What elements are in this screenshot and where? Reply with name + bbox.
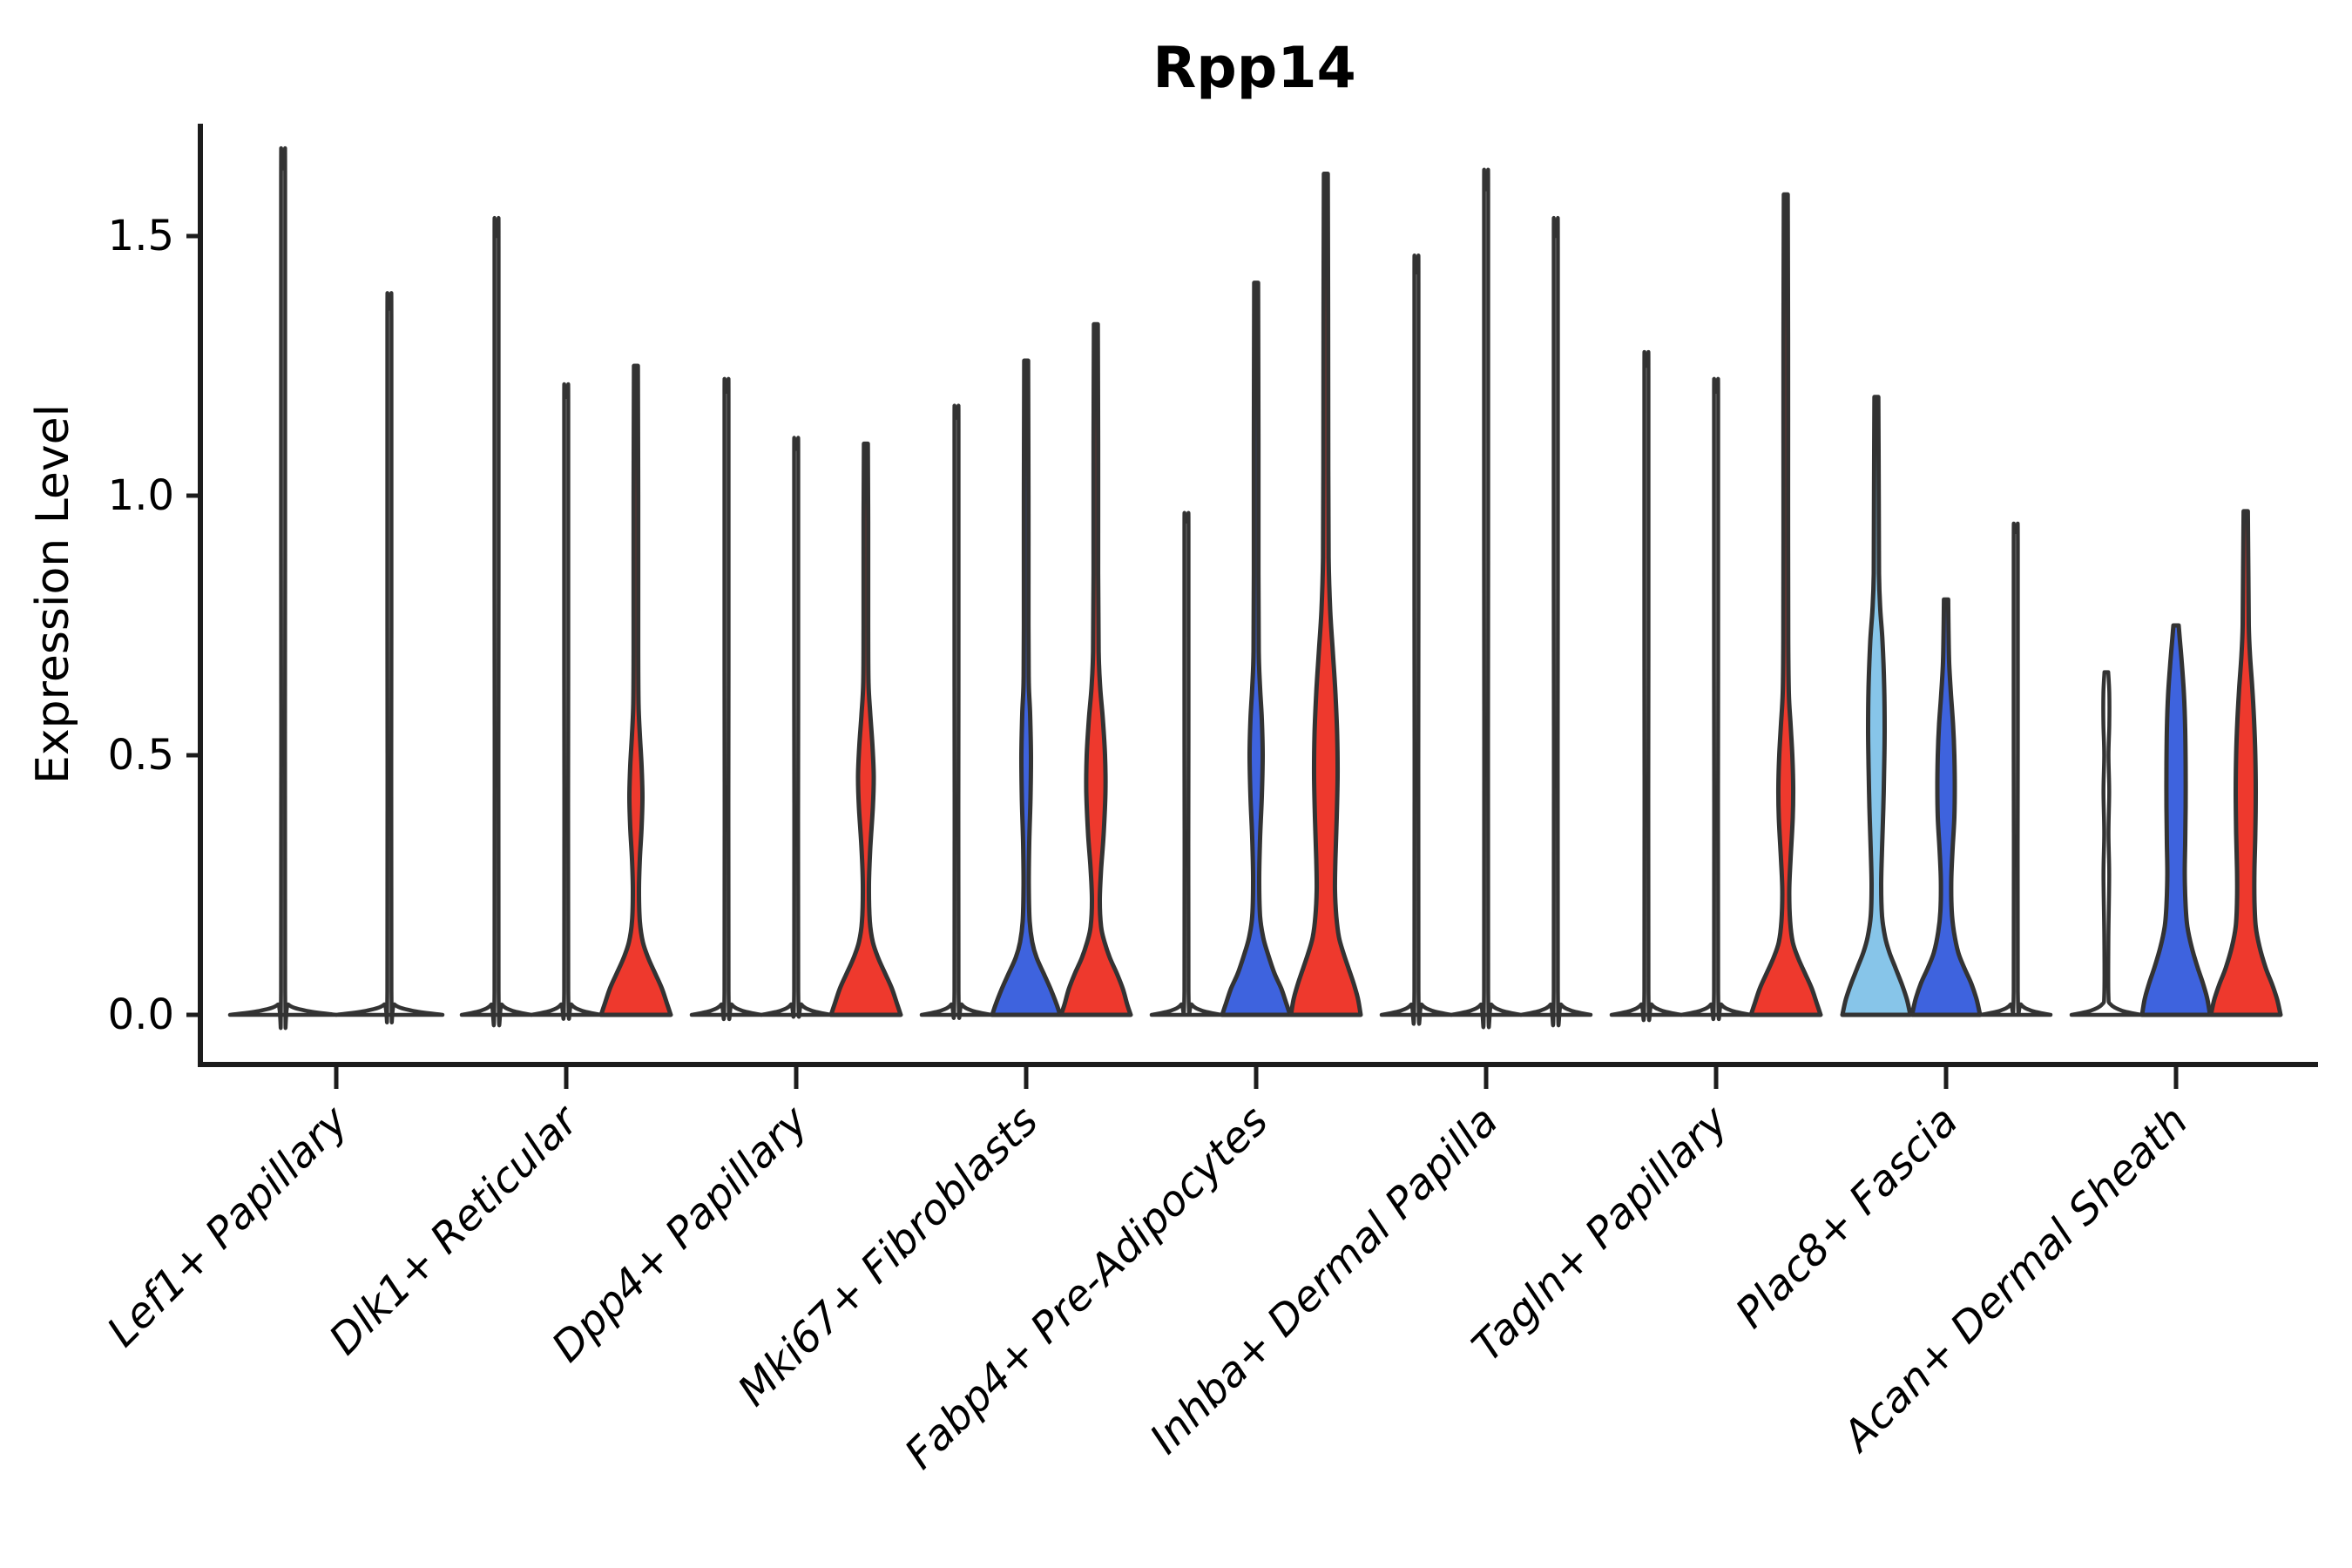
violin-plac8-fascia-3 xyxy=(1978,521,2053,1017)
violin-acan-dermal-sheath-2-blue xyxy=(2139,623,2213,1017)
violin-group-dpp4-papillary xyxy=(689,376,903,1022)
x-tick-label-lef1-papillary: Lef1+ Papillary xyxy=(98,1096,358,1356)
chart-title: Rpp14 xyxy=(1152,36,1356,101)
y-axis-label: Expression Level xyxy=(27,404,79,784)
violin-mki67-fibroblasts-1 xyxy=(919,403,994,1020)
y-axis-ticks: 0.0 0.5 1.0 1.5 xyxy=(108,212,200,1039)
violin-dpp4-papillary-2 xyxy=(759,436,834,1019)
violin-lef1-papillary-2 xyxy=(334,291,445,1024)
violin-group-lef1-papillary xyxy=(227,146,445,1031)
violin-group-plac8-fascia xyxy=(1840,395,2053,1017)
violin-dpp4-papillary-3-red xyxy=(828,441,903,1017)
violin-fabp4-pre-adipocytes-1 xyxy=(1149,510,1224,1017)
violin-group-mki67-fibroblasts xyxy=(919,321,1133,1020)
violin-dlk1-reticular-3-red xyxy=(598,363,673,1017)
y-tick-label-0.5: 0.5 xyxy=(108,731,174,780)
violin-inhba-dermal-papilla-2 xyxy=(1449,167,1524,1030)
violin-fabp4-pre-adipocytes-3-red xyxy=(1288,172,1363,1017)
violin-acan-dermal-sheath-3-red xyxy=(2208,509,2283,1017)
x-tick-label-dpp4-papillary: Dpp4+ Papillary xyxy=(543,1096,818,1371)
violin-inhba-dermal-papilla-3 xyxy=(1518,216,1593,1028)
y-tick-label-0.0: 0.0 xyxy=(108,990,174,1039)
violin-tagln-papillary-3-red xyxy=(1748,192,1823,1017)
violin-dlk1-reticular-1 xyxy=(459,216,534,1028)
x-tick-label-plac8-fascia: Plac8+ Fascia xyxy=(1727,1097,1968,1338)
violin-mki67-fibroblasts-2-blue xyxy=(990,358,1063,1017)
x-tick-label-fabp4-pre-adipocytes: Fabp4+ Pre-Adipocytes xyxy=(896,1097,1278,1479)
y-tick-label-1.5: 1.5 xyxy=(108,212,174,260)
violin-inhba-dermal-papilla-1 xyxy=(1379,253,1454,1026)
violin-tagln-papillary-1 xyxy=(1609,349,1684,1023)
violin-plac8-fascia-1-lightblue xyxy=(1840,395,1913,1017)
violin-group-inhba-dermal-papilla xyxy=(1379,167,1593,1030)
violin-series xyxy=(227,146,2283,1031)
x-tick-label-tagln-papillary: Tagln+ Papillary xyxy=(1463,1096,1738,1371)
violin-group-fabp4-pre-adipocytes xyxy=(1149,172,1363,1017)
violin-mki67-fibroblasts-3-red xyxy=(1058,321,1133,1017)
violin-group-acan-dermal-sheath xyxy=(2069,509,2283,1017)
violin-acan-dermal-sheath-1 xyxy=(2069,670,2144,1017)
violin-group-tagln-papillary xyxy=(1609,192,1823,1023)
violin-group-dlk1-reticular xyxy=(459,216,673,1028)
violin-tagln-papillary-2 xyxy=(1679,376,1754,1022)
violin-dpp4-papillary-1 xyxy=(689,376,764,1022)
violin-fabp4-pre-adipocytes-2-blue xyxy=(1220,280,1293,1017)
violin-lef1-papillary-1 xyxy=(227,146,339,1031)
x-tick-label-dlk1-reticular: Dlk1+ Reticular xyxy=(320,1095,590,1365)
y-tick-label-1.0: 1.0 xyxy=(108,471,174,520)
violin-plac8-fascia-2-blue xyxy=(1909,597,1983,1017)
violin-dlk1-reticular-2 xyxy=(529,382,604,1021)
